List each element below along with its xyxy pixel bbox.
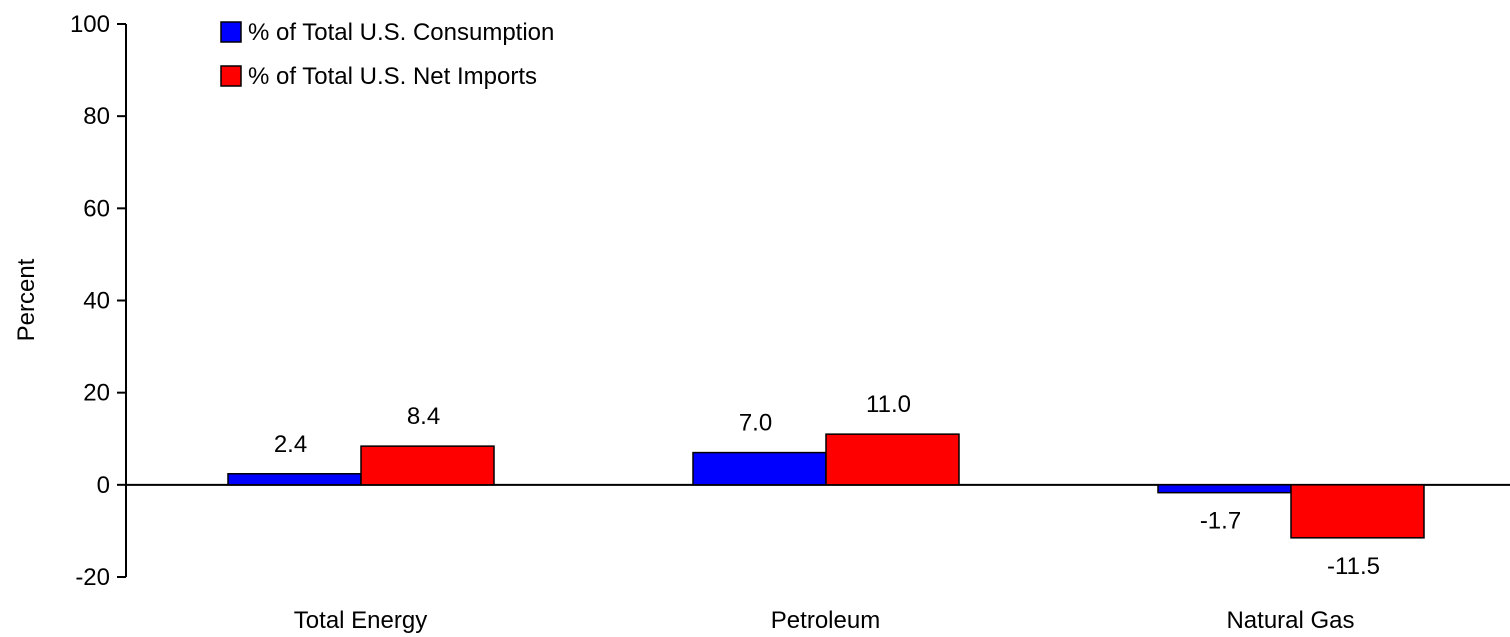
x-category-label: Total Energy [294, 607, 427, 634]
legend-swatch [220, 65, 242, 87]
bar-series-2 [1290, 484, 1425, 539]
bars [227, 433, 1425, 539]
x-category-label: Natural Gas [1226, 607, 1354, 634]
data-label: -1.7 [1200, 508, 1241, 535]
axes: -20 0 20 40 60 80 100 Total Energy Petroleum Natu… [70, 11, 1510, 634]
legend: % of Total U.S. Consumption % of Total U.… [220, 19, 554, 90]
y-tick-label: 20 [83, 380, 110, 407]
bar-series-1 [692, 451, 827, 486]
data-label: 7.0 [739, 410, 772, 437]
bar-series-2 [825, 433, 960, 486]
y-tick-label: 100 [70, 11, 110, 38]
data-label: 2.4 [274, 431, 307, 458]
legend-swatch [220, 21, 242, 43]
legend-label: % of Total U.S. Consumption [248, 19, 554, 46]
data-labels: 2.4 7.0 -1.7 8.4 11.0 -11.5 [274, 391, 1380, 580]
y-tick-label: 0 [97, 472, 110, 499]
y-tick-label: 40 [83, 288, 110, 315]
x-category-label: Petroleum [771, 607, 880, 634]
legend-label: % of Total U.S. Net Imports [248, 63, 537, 90]
data-label: 8.4 [407, 403, 440, 430]
data-label: 11.0 [866, 391, 911, 418]
y-axis-title: Percent [13, 258, 40, 341]
bar-series-1 [227, 473, 362, 486]
data-label: -11.5 [1327, 553, 1380, 580]
y-tick-label: 80 [83, 103, 110, 130]
bar-series-1 [1157, 484, 1292, 494]
y-tick-label: -20 [75, 564, 110, 591]
bar-series-2 [360, 445, 495, 486]
y-tick-label: 60 [83, 195, 110, 222]
